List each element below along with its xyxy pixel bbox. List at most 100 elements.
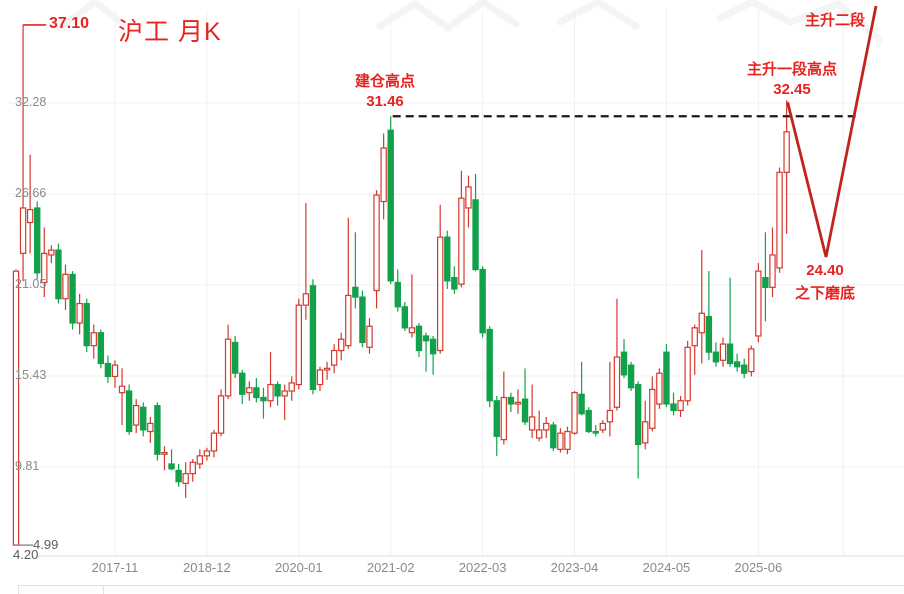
candle-body-2023-07 <box>592 430 599 434</box>
candle-body-2020-04 <box>316 369 324 386</box>
candle-body-2018-09 <box>182 473 189 484</box>
candle-body-2022-09 <box>521 398 529 423</box>
candle-body-2020-12 <box>373 194 380 292</box>
candle-body-2023-09 <box>606 409 614 423</box>
candle-body-2018-08 <box>175 469 182 483</box>
trend-projection-line[interactable] <box>786 5 878 258</box>
entry-high-text: 建仓高点 <box>354 73 416 90</box>
candle-body-2024-08 <box>684 346 691 402</box>
candle-body-2020-08 <box>345 294 352 347</box>
candle-body-2018-10 <box>189 461 196 475</box>
candle-body-2024-02 <box>642 421 649 444</box>
candle-body-2021-08 <box>429 338 437 355</box>
candle-body-2024-01 <box>634 383 642 446</box>
candle-body-2017-07 <box>83 302 90 347</box>
candle-body-2022-08 <box>514 401 522 405</box>
candle-body-2023-01 <box>550 424 557 449</box>
candle-body-2025-03 <box>733 361 741 368</box>
candle-body-2025-05 <box>748 348 755 373</box>
x-axis-label-2020-01: 2020-01 <box>274 560 323 575</box>
y-axis-label-26.66: 26.66 <box>15 186 47 201</box>
candle-body-2018-04 <box>147 422 154 433</box>
candle-body-2019-06 <box>246 387 253 394</box>
candle-body-2017-05 <box>69 273 76 324</box>
candle-body-2024-04 <box>656 372 663 405</box>
candle-body-2020-05 <box>323 367 331 371</box>
candle-body-2016-12 <box>34 207 41 274</box>
candle-body-2023-02 <box>557 432 564 450</box>
candle-body-2020-10 <box>359 296 366 344</box>
candle-body-2025-07 <box>762 277 769 288</box>
candle-body-2024-05 <box>663 351 670 405</box>
candle-body-2020-06 <box>330 349 338 366</box>
candle-body-2024-06 <box>670 403 677 412</box>
candle-body-2021-12 <box>458 197 465 285</box>
candle-body-2017-06 <box>76 302 83 324</box>
candle-body-2018-05 <box>154 405 161 455</box>
candle-body-2025-04 <box>741 364 748 374</box>
candle-body-2022-04 <box>486 328 493 402</box>
candle-body-2024-07 <box>677 400 684 412</box>
candle-body-2020-11 <box>366 325 373 348</box>
candle-body-2021-03 <box>394 281 401 308</box>
watermark-shape <box>56 0 122 32</box>
candle-body-2019-04 <box>231 341 239 374</box>
candle-body-2021-09 <box>437 236 444 352</box>
candle-body-2025-08 <box>769 254 776 288</box>
candle-body-2023-08 <box>599 422 607 431</box>
candle-body-2023-06 <box>585 409 592 433</box>
candle-body-2017-12 <box>118 385 126 394</box>
candle-body-2021-06 <box>415 325 423 352</box>
candle-body-2018-06 <box>161 451 168 455</box>
candle-body-2019-02 <box>217 395 225 434</box>
stage2-annotation: 主升二段 <box>804 12 866 29</box>
candle-body-2019-01 <box>210 432 218 452</box>
candle-body-2017-04 <box>62 273 69 300</box>
candle-body-2020-01 <box>295 304 303 386</box>
candle-body-2022-05 <box>493 400 500 437</box>
candle-body-2018-07 <box>168 463 175 470</box>
candle-body-2019-05 <box>239 372 246 395</box>
candle-body-2017-10 <box>104 362 112 378</box>
candle-body-2024-03 <box>649 388 656 429</box>
y-axis-label-32.28: 32.28 <box>15 95 47 109</box>
candle-body-2020-03 <box>309 285 317 391</box>
candle-body-2022-01 <box>465 186 472 209</box>
x-axis-label-2023-04: 2023-04 <box>550 560 599 575</box>
x-axis-label-2022-03: 2022-03 <box>458 560 507 575</box>
candle-body-2021-02 <box>387 129 394 282</box>
candle-body-2017-03 <box>55 249 62 300</box>
candle-body-2022-02 <box>472 199 479 271</box>
candle-body-2023-11 <box>620 351 628 376</box>
pullback-bottom-annotation: 24.40 之下磨底 <box>795 259 855 305</box>
candle-body-2022-12 <box>543 422 550 431</box>
candle-body-2017-01 <box>41 252 48 284</box>
entry-high-value: 31.46 <box>366 93 404 110</box>
candle-body-2017-02 <box>48 249 55 256</box>
candle-body-2019-09 <box>267 383 274 402</box>
stage1-high-annotation: 主升一段高点 32.45 <box>747 60 837 100</box>
all-time-low-price-label: 4.99 <box>33 537 59 552</box>
candle-body-2017-08 <box>90 332 97 347</box>
data-table-top-edge <box>18 585 904 594</box>
all-time-high-price-label: 37.10 <box>49 15 90 32</box>
watermark-shape <box>376 0 520 32</box>
candle-body-2021-01 <box>380 147 387 203</box>
candle-body-2022-07 <box>507 396 515 405</box>
candle-body-2018-02 <box>132 405 140 426</box>
candle-body-2021-07 <box>422 335 430 342</box>
candle-body-2022-03 <box>479 268 486 334</box>
candle-body-2016-10 <box>19 207 27 254</box>
pullback-text: 之下磨底 <box>794 285 856 302</box>
candle-body-2023-04 <box>571 392 578 434</box>
chart-title: 沪工 月K <box>118 18 222 46</box>
candle-body-2017-11 <box>111 364 119 378</box>
candle-body-2025-09 <box>776 171 783 269</box>
x-axis-label-2017-11: 2017-11 <box>91 560 139 575</box>
candle-body-2021-10 <box>444 236 451 282</box>
candle-body-2018-01 <box>125 390 133 433</box>
table-column-divider <box>103 586 104 594</box>
candle-body-2019-10 <box>274 383 281 397</box>
